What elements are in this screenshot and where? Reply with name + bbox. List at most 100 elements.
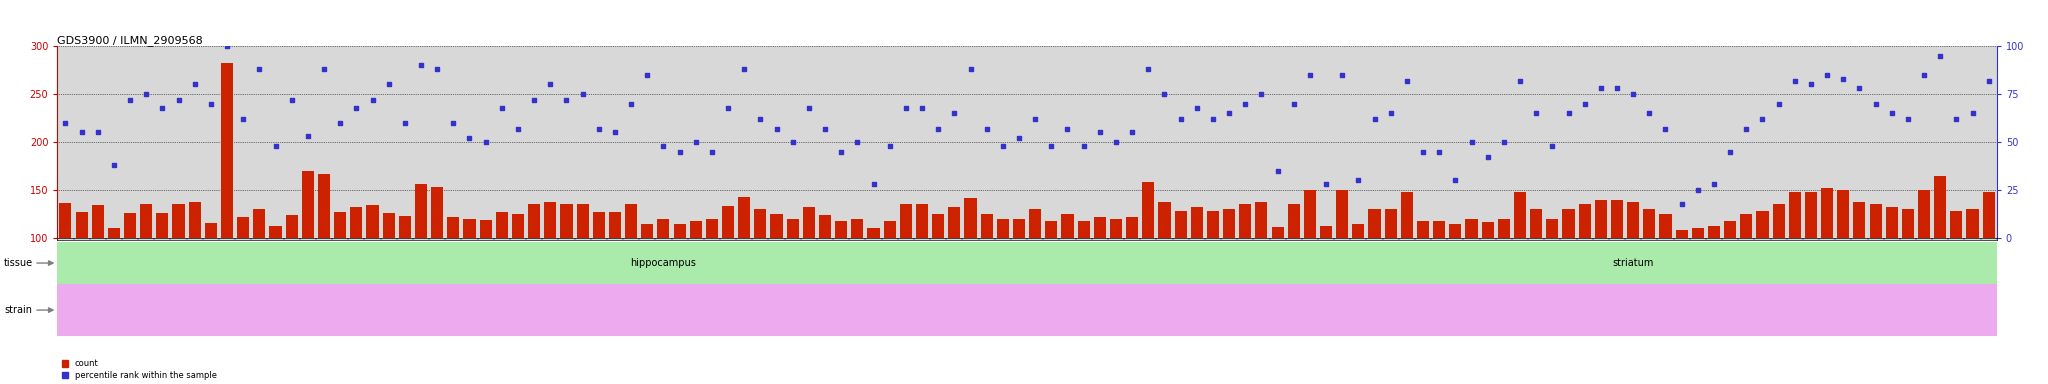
Point <box>1133 66 1165 72</box>
Text: tissue: tissue <box>4 258 33 268</box>
Bar <box>172 204 184 238</box>
Bar <box>252 284 268 336</box>
Point <box>1149 91 1182 97</box>
Bar <box>1042 284 1059 336</box>
Bar <box>932 214 944 238</box>
Point <box>129 91 162 97</box>
Bar <box>317 174 330 238</box>
Point <box>1923 53 1956 59</box>
Bar <box>1190 207 1202 238</box>
Bar <box>430 187 442 238</box>
Point <box>1876 110 1909 116</box>
Point <box>307 66 340 72</box>
Point <box>162 97 195 103</box>
Point <box>260 143 293 149</box>
Bar <box>1159 202 1171 238</box>
Bar <box>299 284 315 336</box>
Bar <box>1044 221 1057 238</box>
Bar <box>1708 226 1720 238</box>
Bar <box>1075 284 1092 336</box>
Bar <box>1061 214 1073 238</box>
Point <box>565 91 598 97</box>
Bar <box>315 284 332 336</box>
Bar <box>578 204 588 238</box>
Bar <box>1886 207 1898 238</box>
Point <box>1262 168 1294 174</box>
Bar <box>1802 284 1819 336</box>
Bar <box>1804 192 1817 238</box>
Point <box>49 120 82 126</box>
Bar <box>268 284 283 336</box>
Bar <box>930 284 946 336</box>
Bar <box>1640 284 1657 336</box>
Bar <box>688 284 705 336</box>
Text: GDS3900 / ILMN_2909568: GDS3900 / ILMN_2909568 <box>57 35 203 46</box>
Bar <box>1239 204 1251 238</box>
Point <box>1294 72 1327 78</box>
Bar <box>219 284 236 336</box>
Bar <box>510 284 526 336</box>
Point <box>1810 72 1843 78</box>
Bar <box>1950 211 1962 238</box>
Point <box>582 126 614 132</box>
Bar <box>1722 284 1739 336</box>
Point <box>1004 135 1036 141</box>
Point <box>1487 139 1520 145</box>
Bar <box>332 284 348 336</box>
Bar <box>1610 284 1624 336</box>
Bar <box>1593 284 1610 336</box>
Bar <box>188 202 201 238</box>
Bar <box>819 215 831 238</box>
Bar <box>1544 284 1561 336</box>
Point <box>1827 76 1860 82</box>
Bar <box>1092 284 1108 336</box>
Bar <box>899 204 911 238</box>
Point <box>1602 85 1634 91</box>
Point <box>1341 177 1374 184</box>
Bar <box>883 221 895 238</box>
Bar <box>606 284 623 336</box>
Bar <box>57 242 1270 284</box>
Bar <box>59 203 72 238</box>
Bar <box>1530 209 1542 238</box>
Bar <box>1966 209 1978 238</box>
Bar <box>1417 221 1430 238</box>
Point <box>1860 101 1892 107</box>
Bar <box>965 198 977 238</box>
Bar <box>721 284 735 336</box>
Point <box>1034 143 1067 149</box>
Bar <box>1497 219 1509 238</box>
Point <box>1892 116 1925 122</box>
Bar <box>1206 211 1219 238</box>
Bar <box>1624 284 1640 336</box>
Point <box>647 143 680 149</box>
Bar <box>946 284 963 336</box>
Point <box>1374 110 1407 116</box>
Bar <box>399 216 412 238</box>
Bar <box>1026 284 1042 336</box>
Point <box>1956 110 1989 116</box>
Bar <box>170 284 186 336</box>
Bar <box>768 284 784 336</box>
Bar <box>674 223 686 238</box>
Bar <box>1204 284 1221 336</box>
Point <box>971 126 1004 132</box>
Point <box>1309 181 1341 187</box>
Point <box>614 101 647 107</box>
Point <box>1083 129 1116 136</box>
Bar <box>850 284 866 336</box>
Point <box>1067 143 1100 149</box>
Bar <box>561 204 573 238</box>
Bar <box>1982 192 1995 238</box>
Bar <box>1110 219 1122 238</box>
Bar <box>494 284 510 336</box>
Bar <box>979 284 995 336</box>
Bar <box>1577 284 1593 336</box>
Bar <box>1028 209 1040 238</box>
Point <box>1698 181 1731 187</box>
Point <box>1018 116 1051 122</box>
Point <box>1972 78 2005 84</box>
Point <box>1649 126 1681 132</box>
Bar <box>1401 192 1413 238</box>
Bar <box>350 207 362 238</box>
